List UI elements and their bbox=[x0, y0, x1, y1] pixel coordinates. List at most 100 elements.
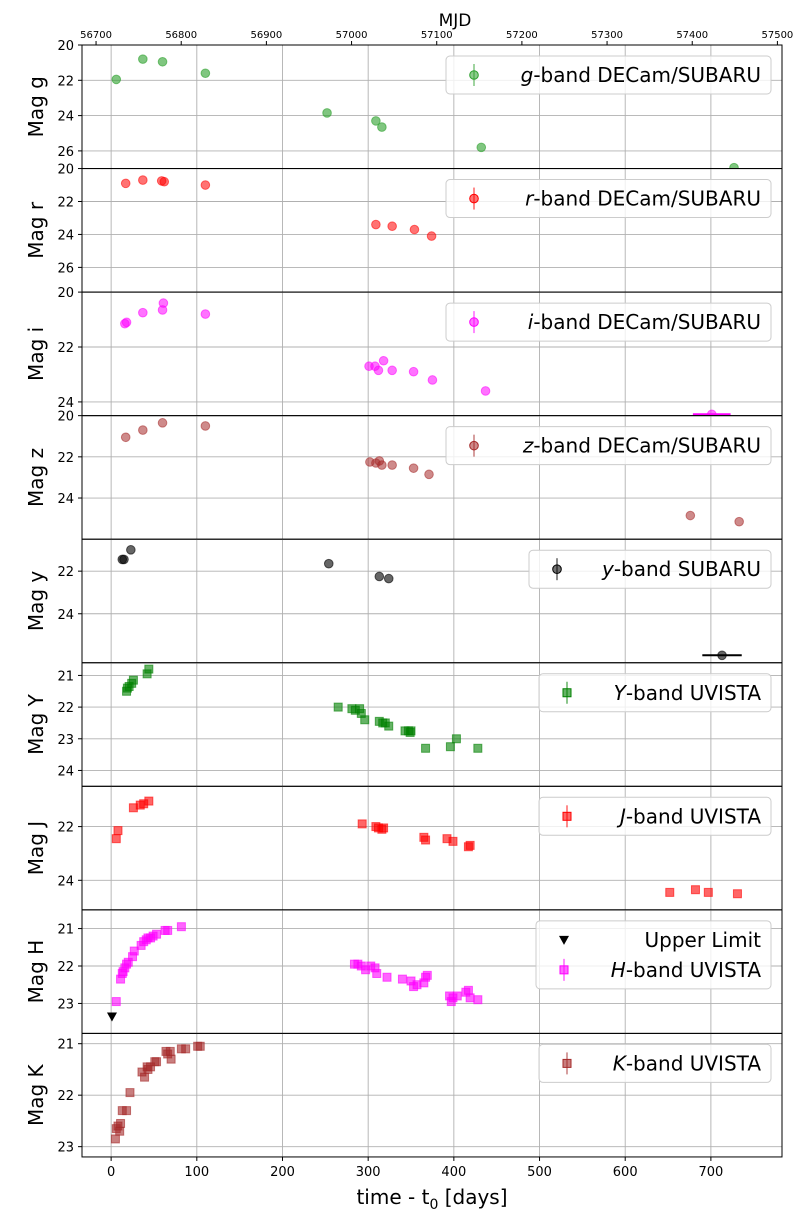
data-point bbox=[383, 573, 394, 584]
data-point bbox=[125, 1088, 135, 1098]
legend-suffix: -band UVISTA bbox=[626, 1051, 761, 1075]
legend-box bbox=[538, 1043, 772, 1083]
y-tick-label: 24 bbox=[57, 874, 74, 889]
legend-marker bbox=[559, 935, 569, 945]
data-point bbox=[382, 972, 392, 982]
data-point bbox=[422, 970, 432, 980]
data-point bbox=[372, 968, 382, 978]
data-point bbox=[323, 558, 334, 569]
data-point bbox=[732, 889, 742, 899]
time-axis-label-unit: [days] bbox=[438, 1185, 507, 1209]
y-tick-label: 22 bbox=[57, 821, 74, 836]
legend-marker bbox=[562, 688, 572, 698]
time-axis-label-subscript: 0 bbox=[429, 1197, 438, 1213]
x-tick-label: 700 bbox=[698, 1165, 723, 1180]
y-axis-label: Mag i bbox=[24, 327, 48, 381]
mjd-tick-label: 57400 bbox=[676, 30, 708, 41]
y-tick-label: 24 bbox=[57, 608, 74, 623]
data-point bbox=[734, 516, 744, 527]
legend-band: Y bbox=[614, 681, 628, 705]
y-tick-label: 20 bbox=[57, 163, 74, 178]
data-point bbox=[200, 421, 211, 431]
data-layer bbox=[111, 54, 739, 169]
data-point bbox=[110, 1134, 120, 1144]
data-point bbox=[200, 68, 211, 79]
data-layer bbox=[120, 418, 744, 527]
legend-band: r bbox=[525, 187, 535, 211]
y-axis-label: Mag Y bbox=[24, 693, 48, 755]
data-point bbox=[445, 742, 455, 752]
data-point bbox=[421, 835, 431, 845]
data-point bbox=[166, 1054, 176, 1064]
legend: Y-band UVISTA bbox=[538, 673, 772, 713]
y-tick-label: 21 bbox=[57, 923, 74, 938]
y-tick-label: 21 bbox=[57, 669, 74, 684]
y-axis-label: Mag z bbox=[24, 448, 48, 507]
data-point bbox=[387, 365, 397, 376]
data-point bbox=[476, 142, 487, 153]
legend-band: H bbox=[611, 958, 626, 982]
upper-limit-marker bbox=[106, 1012, 117, 1022]
data-layer bbox=[110, 1041, 205, 1144]
legend-label: g-band DECam/SUBARU bbox=[521, 63, 761, 87]
mjd-tick-label: 57100 bbox=[421, 30, 453, 41]
legend-band: g bbox=[521, 63, 534, 87]
legend-label: Y-band UVISTA bbox=[614, 681, 762, 705]
y-tick-label: 20 bbox=[57, 286, 74, 301]
y-tick-label: 22 bbox=[57, 565, 74, 580]
legend-suffix: -band DECam/SUBARU bbox=[533, 310, 761, 334]
data-point bbox=[159, 176, 170, 187]
data-point bbox=[111, 997, 121, 1007]
legend-marker bbox=[469, 70, 479, 80]
legend-label: y-band SUBARU bbox=[601, 557, 761, 581]
data-point bbox=[195, 1041, 205, 1051]
data-point bbox=[121, 317, 132, 328]
mjd-tick-label: 57000 bbox=[336, 30, 368, 41]
mjd-tick-label: 57300 bbox=[591, 30, 623, 41]
data-point bbox=[119, 554, 129, 565]
legend: z-band DECam/SUBARU bbox=[445, 426, 772, 466]
legend-marker bbox=[562, 1058, 572, 1068]
legend-suffix: -band UVISTA bbox=[626, 958, 761, 982]
legend: y-band SUBARU bbox=[528, 549, 772, 589]
legend-suffix: -band DECam/SUBARU bbox=[533, 434, 761, 458]
legend-marker bbox=[469, 317, 479, 327]
data-layer bbox=[117, 545, 742, 661]
mjd-tick-label: 56800 bbox=[165, 30, 197, 41]
data-point bbox=[480, 386, 491, 396]
y-tick-label: 22 bbox=[57, 1089, 74, 1104]
data-point bbox=[397, 974, 407, 984]
legend-box bbox=[538, 796, 772, 836]
data-layer bbox=[120, 298, 731, 416]
y-axis-label: Mag J bbox=[24, 821, 48, 875]
x-tick-label: 300 bbox=[356, 1165, 381, 1180]
data-point bbox=[690, 885, 700, 895]
legend-marker bbox=[562, 811, 572, 821]
y-tick-label: 22 bbox=[57, 74, 74, 89]
data-point bbox=[157, 418, 168, 428]
data-point bbox=[421, 743, 431, 753]
legend-label: H-band UVISTA bbox=[611, 958, 762, 982]
data-point bbox=[374, 571, 385, 582]
data-point bbox=[448, 836, 458, 846]
data-point bbox=[158, 298, 169, 308]
legend-label: r-band DECam/SUBARU bbox=[525, 187, 761, 211]
data-point bbox=[115, 1126, 125, 1136]
legend-label: K-band UVISTA bbox=[613, 1051, 762, 1075]
data-point bbox=[144, 664, 154, 674]
panel-mag-z: 20 22 24 z-band DECam/SUBARU Mag z bbox=[24, 410, 783, 540]
legend-suffix: -band UVISTA bbox=[626, 681, 761, 705]
panel-mag-g: 20 22 24 26 g-band DECam/SUBARU Mag g bbox=[24, 39, 783, 170]
data-point bbox=[665, 887, 675, 897]
legend-band: i bbox=[528, 310, 534, 334]
mjd-tick-label: 57500 bbox=[761, 30, 793, 41]
data-point bbox=[152, 1057, 162, 1067]
data-point bbox=[377, 122, 387, 132]
panel-mag-y: 21 22 23 24 Y-band UVISTA Mag Y bbox=[24, 662, 783, 787]
data-point bbox=[387, 460, 397, 470]
data-point bbox=[165, 1046, 175, 1056]
legend-band: z bbox=[522, 434, 534, 458]
y-tick-label: 26 bbox=[57, 145, 74, 160]
